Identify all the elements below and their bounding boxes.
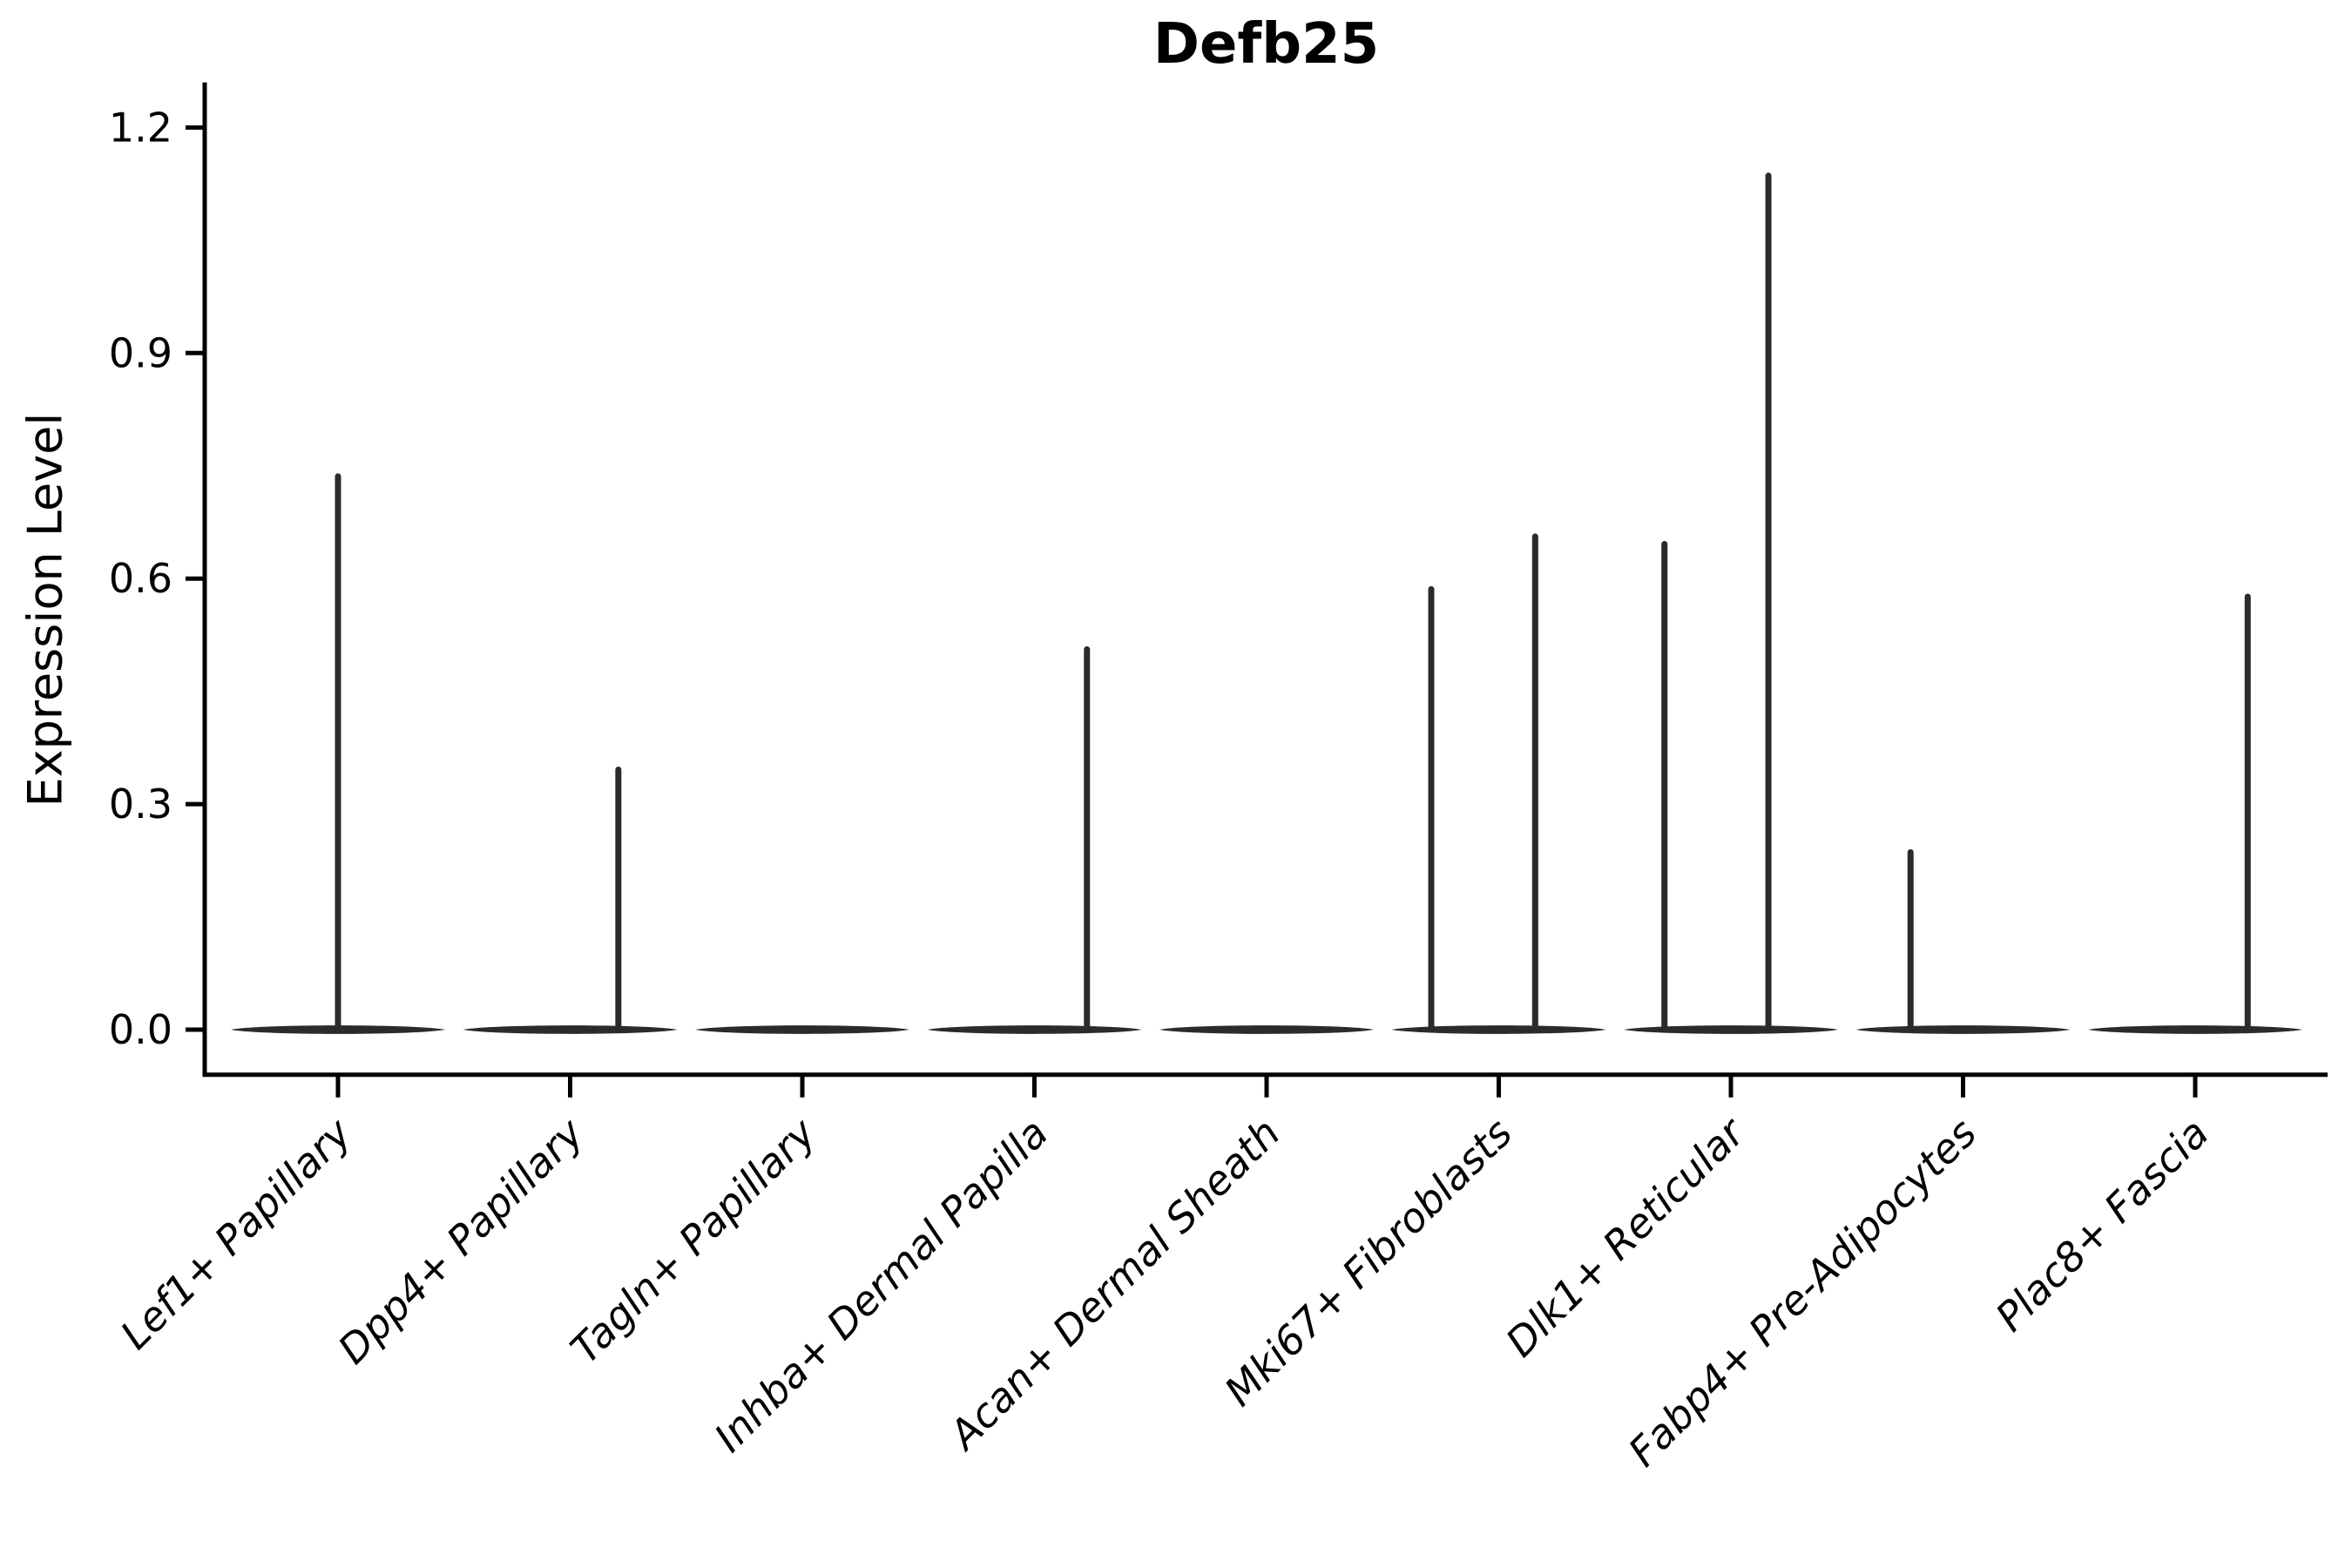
violin-spike [2244, 593, 2251, 1030]
y-tick-label: 0.6 [109, 555, 172, 602]
chart-title: Defb25 [1152, 12, 1380, 77]
violin-spike [1661, 541, 1668, 1030]
violin-spike [1428, 585, 1435, 1030]
x-category-label-dlk1-reticular: Dlk1+ Reticular [1497, 1107, 1755, 1366]
y-tick-label: 1.2 [109, 104, 172, 151]
violin-spike [1084, 645, 1091, 1030]
violin-body [463, 1025, 678, 1034]
violin-body [2088, 1025, 2302, 1034]
x-category-label-plac8-fascia: Plac8+ Fascia [1986, 1109, 2217, 1340]
violin-acan-dermal-sheath: Acan+ Dermal Sheath [938, 1025, 1374, 1460]
x-category-label-tagln-papillary: Tagln+ Papillary [561, 1109, 825, 1373]
violin-lef1-papillary: Lef1+ Papillary [112, 473, 445, 1358]
violin-spike [615, 766, 622, 1030]
violin-plac8-fascia: Plac8+ Fascia [1986, 593, 2302, 1341]
violin-spike [335, 473, 341, 1030]
violin-body [1391, 1025, 1606, 1034]
x-category-label-dpp4-papillary: Dpp4+ Papillary [329, 1109, 593, 1373]
violin-body [1855, 1025, 2071, 1034]
y-tick-label: 0.9 [109, 329, 172, 376]
violin-dlk1-reticular: Dlk1+ Reticular [1497, 172, 1838, 1366]
y-tick-label: 0.0 [109, 1006, 172, 1053]
violin-body [1159, 1025, 1374, 1034]
violin-body [695, 1025, 909, 1034]
x-category-label-lef1-papillary: Lef1+ Papillary [112, 1109, 361, 1358]
violin-body [1624, 1025, 1838, 1034]
violin-spike [1907, 848, 1914, 1030]
y-tick-label: 0.3 [109, 781, 172, 828]
violin-spike [1531, 533, 1538, 1030]
violin-spike [1765, 172, 1772, 1030]
violin-body [927, 1025, 1142, 1034]
